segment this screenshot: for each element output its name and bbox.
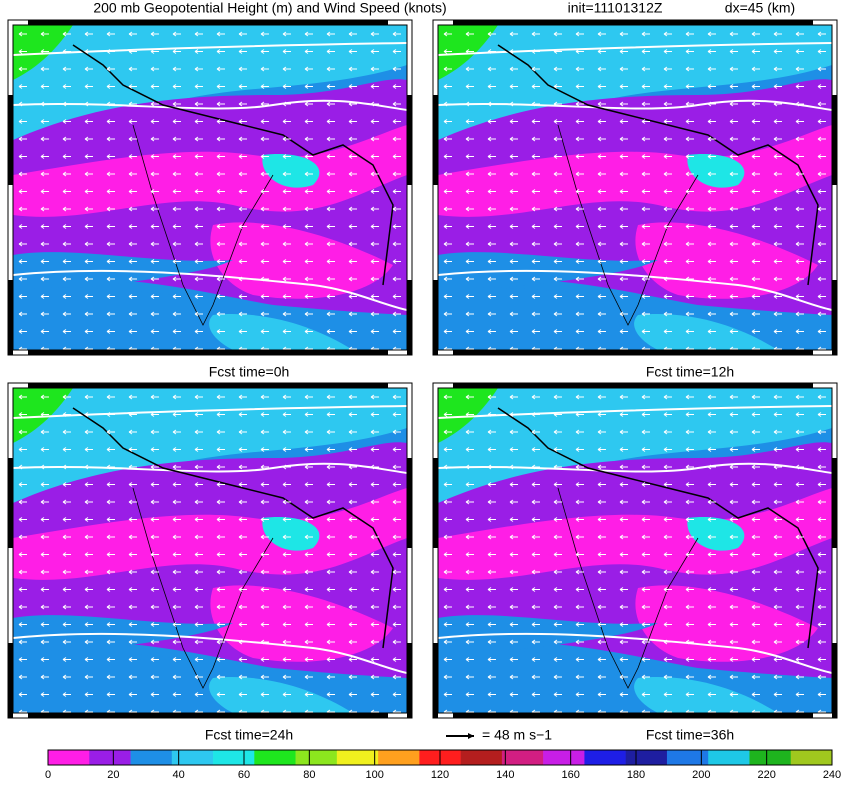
colorbar-segment bbox=[213, 750, 255, 765]
frame-bar bbox=[407, 458, 412, 548]
colorbar-segment bbox=[790, 750, 833, 765]
frame-bar bbox=[208, 350, 298, 355]
frame-bar bbox=[407, 643, 412, 718]
frame-bar bbox=[8, 280, 13, 355]
colorbar-tick-label: 40 bbox=[173, 769, 185, 781]
frame-bar bbox=[407, 280, 412, 355]
colorbar-segment bbox=[501, 750, 544, 765]
frame-bar bbox=[208, 713, 298, 718]
colorbar-segment bbox=[171, 750, 214, 765]
map-panel bbox=[432, 382, 838, 719]
frame-bar bbox=[723, 350, 813, 355]
frame-bar bbox=[28, 713, 118, 718]
colorbar-tick-label: 160 bbox=[561, 769, 579, 781]
frame-bar bbox=[28, 350, 118, 355]
colorbar-tick-label: 20 bbox=[107, 769, 119, 781]
frame-bar bbox=[453, 20, 543, 25]
colorbar-tick-label: 80 bbox=[303, 769, 315, 781]
colorbar-tick-label: 140 bbox=[496, 769, 514, 781]
frame-bar bbox=[208, 20, 298, 25]
frame-bar bbox=[118, 383, 208, 388]
frame-bar bbox=[433, 280, 438, 355]
frame-bar bbox=[298, 713, 388, 718]
colorbar-tick-label: 180 bbox=[627, 769, 645, 781]
frame-bar bbox=[118, 20, 208, 25]
frame-bar bbox=[8, 458, 13, 548]
map-panel bbox=[7, 19, 413, 356]
frame-bar bbox=[633, 383, 723, 388]
colorbar-tick-label: 240 bbox=[823, 769, 841, 781]
frame-bar bbox=[8, 643, 13, 718]
frame-bar bbox=[453, 383, 543, 388]
frame-bar bbox=[832, 643, 837, 718]
frame-bar bbox=[543, 350, 633, 355]
wind-field bbox=[13, 25, 407, 350]
frame-bar bbox=[723, 713, 813, 718]
frame-bar bbox=[832, 280, 837, 355]
frame-bar bbox=[633, 350, 723, 355]
colorbar-segment bbox=[254, 750, 296, 765]
wind-field bbox=[13, 388, 407, 713]
frame-bar bbox=[28, 20, 118, 25]
frame-bar bbox=[298, 350, 388, 355]
frame-bar bbox=[453, 350, 543, 355]
colorbar-tick-label: 100 bbox=[365, 769, 383, 781]
frame-bar bbox=[832, 95, 837, 185]
frame-bar bbox=[832, 458, 837, 548]
colorbar-segment bbox=[378, 750, 420, 765]
frame-bar bbox=[543, 20, 633, 25]
frame-bar bbox=[453, 713, 543, 718]
wind-field bbox=[438, 25, 832, 350]
colorbar-segment bbox=[460, 750, 503, 765]
colorbar-segment bbox=[130, 750, 173, 765]
frame-bar bbox=[8, 95, 13, 185]
frame-bar bbox=[543, 713, 633, 718]
reference-vector-head bbox=[468, 733, 474, 739]
colorbar-tick-label: 220 bbox=[757, 769, 775, 781]
title: 200 mb Geopotential Height (m) and Wind … bbox=[93, 0, 446, 16]
frame-bar bbox=[298, 383, 388, 388]
map-panel bbox=[7, 382, 413, 719]
frame-bar bbox=[633, 713, 723, 718]
frame-bar bbox=[723, 20, 813, 25]
frame-bar bbox=[633, 20, 723, 25]
frame-bar bbox=[723, 383, 813, 388]
colorbar-segment bbox=[48, 750, 90, 765]
frame-bar bbox=[118, 350, 208, 355]
wind-field bbox=[438, 388, 832, 713]
frame-bar bbox=[208, 383, 298, 388]
panel-label: Fcst time=36h bbox=[646, 727, 734, 743]
panel-label: Fcst time=12h bbox=[646, 364, 734, 380]
frame-bar bbox=[433, 458, 438, 548]
frame-bar bbox=[407, 95, 412, 185]
frame-bar bbox=[433, 643, 438, 718]
colorbar-segment bbox=[625, 750, 668, 765]
colorbar-tick-label: 200 bbox=[692, 769, 710, 781]
colorbar-tick-label: 120 bbox=[431, 769, 449, 781]
frame-bar bbox=[28, 383, 118, 388]
init-label: init=11101312Z bbox=[568, 0, 663, 16]
colorbar-segment bbox=[584, 750, 626, 765]
colorbar-segment bbox=[336, 750, 379, 765]
colorbar-segment bbox=[749, 750, 792, 765]
dx-label: dx=45 (km) bbox=[725, 0, 795, 16]
colorbar-segment bbox=[543, 750, 585, 765]
colorbar-tick-label: 0 bbox=[45, 769, 51, 781]
frame-bar bbox=[298, 20, 388, 25]
colorbar-tick-label: 60 bbox=[238, 769, 250, 781]
frame-bar bbox=[433, 95, 438, 185]
vector-label: = 48 m s−1 bbox=[482, 727, 552, 743]
frame-bar bbox=[118, 713, 208, 718]
map-panel bbox=[432, 19, 838, 356]
colorbar-segment bbox=[666, 750, 709, 765]
colorbar-segment bbox=[89, 750, 131, 765]
panel-label: Fcst time=24h bbox=[205, 727, 293, 743]
colorbar-segment bbox=[295, 750, 338, 765]
frame-bar bbox=[543, 383, 633, 388]
panel-label: Fcst time=0h bbox=[209, 364, 290, 380]
colorbar-segment bbox=[708, 750, 750, 765]
